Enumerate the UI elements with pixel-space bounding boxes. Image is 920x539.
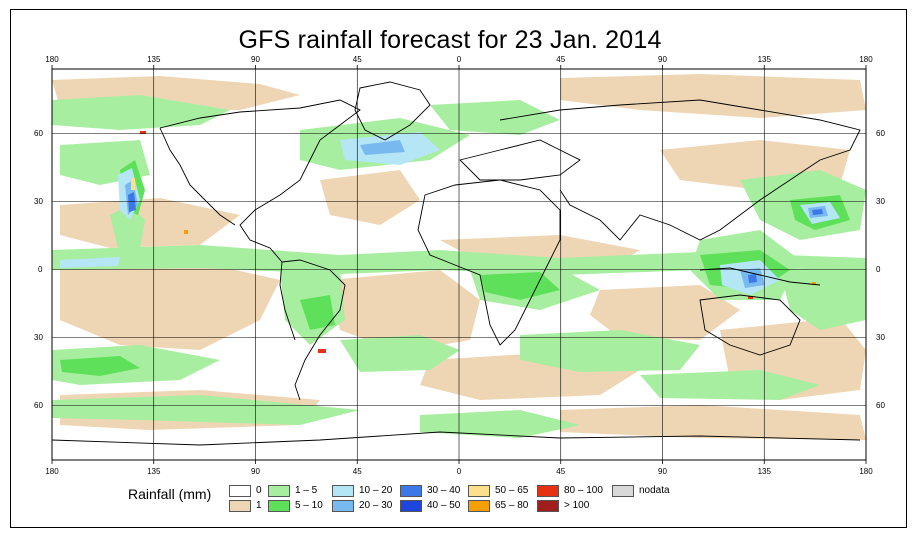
coastlines [52,81,861,446]
lon-tick-bottom-0: 0 [457,467,462,476]
legend-label: nodata [639,485,670,496]
lat-tick-left-60n: 60 [34,129,43,138]
legend-label: 5 – 10 [295,500,323,511]
tick-marks [51,65,867,464]
legend-swatch [268,500,290,512]
legend-label: 1 [256,500,262,511]
rainfall-field [52,74,866,440]
lon-tick-top-135w: 135 [147,55,161,64]
rain-heavy-spots [131,131,816,353]
lon-tick-bottom-45w: 45 [353,467,362,476]
legend-label: 40 – 50 [427,500,461,511]
lon-tick-bottom-135w: 135 [147,467,161,476]
map-title: GFS rainfall forecast for 23 Jan. 2014 [238,26,662,54]
lat-tick-right-0: 0 [876,265,881,274]
legend-swatch [400,500,422,512]
lat-tick-right-60s: 60 [876,401,885,410]
legend-label: 1 – 5 [295,485,318,496]
lon-tick-top-90e: 90 [658,55,667,64]
lat-tick-left-0: 0 [38,265,43,274]
lon-tick-bottom-45e: 45 [556,467,565,476]
lat-tick-left-30s: 30 [34,333,43,342]
legend-swatch [332,485,354,497]
lat-tick-left-60s: 60 [34,401,43,410]
lon-tick-bottom-180w: 180 [45,467,59,476]
legend-label: 30 – 40 [427,485,461,496]
lon-tick-bottom-90e: 90 [658,467,667,476]
graticule [52,69,866,460]
legend-swatch [229,485,251,497]
legend-label: 20 – 30 [359,500,393,511]
lon-tick-top-90w: 90 [251,55,260,64]
lat-tick-right-30s: 30 [876,333,885,342]
legend-title: Rainfall (mm) [128,486,212,502]
lat-tick-left-30n: 30 [34,197,43,206]
lon-tick-top-0: 0 [457,55,462,64]
lat-tick-right-60n: 60 [876,129,885,138]
legend-label: 0 [256,485,262,496]
legend-label: 65 – 80 [495,500,529,511]
lon-tick-top-180e: 180 [859,55,873,64]
legend-swatch [229,500,251,512]
rain-1mm-areas [52,74,866,440]
legend-label: 80 – 100 [564,485,603,496]
lon-tick-bottom-180e: 180 [859,467,873,476]
legend-label: 10 – 20 [359,485,393,496]
lat-tick-right-30n: 30 [876,197,885,206]
legend-swatch [268,485,290,497]
figure-frame [10,9,907,528]
lon-tick-top-45e: 45 [556,55,565,64]
lon-tick-top-135e: 135 [758,55,772,64]
legend-swatch [400,485,422,497]
legend-label: > 100 [564,500,590,511]
legend-swatch [612,485,634,497]
lon-tick-bottom-90w: 90 [251,467,260,476]
legend-swatch [537,485,559,497]
legend-swatch [468,485,490,497]
rain-30-50mm-areas [128,192,823,283]
lon-tick-top-45w: 45 [353,55,362,64]
legend-swatch [468,500,490,512]
legend-swatch [537,500,559,512]
legend-label: 50 – 65 [495,485,529,496]
lon-tick-top-180w: 180 [45,55,59,64]
legend-swatch [332,500,354,512]
lon-tick-bottom-135e: 135 [758,467,772,476]
